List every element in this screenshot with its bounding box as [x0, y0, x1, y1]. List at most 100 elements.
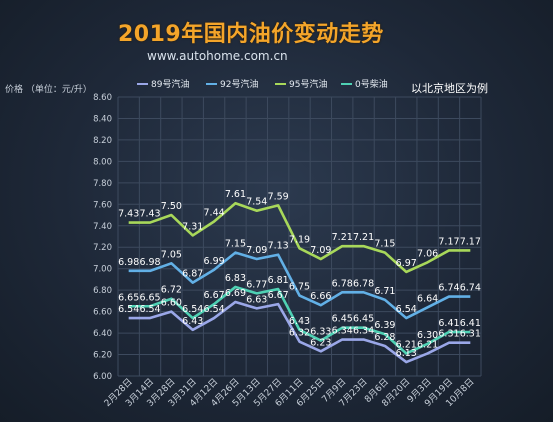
data-label: 6.78: [353, 278, 374, 289]
data-label: 6.33: [310, 327, 331, 338]
chart-subtitle: www.autohome.com.cn: [147, 49, 288, 63]
data-label: 6.13: [396, 348, 417, 359]
data-label: 7.54: [246, 197, 267, 208]
data-label: 7.13: [268, 241, 289, 252]
legend-label: 92号汽油: [220, 78, 258, 90]
data-label: 6.23: [310, 337, 331, 348]
legend: 89号汽油 92号汽油 95号汽油 0号柴油: [137, 78, 388, 90]
data-label: 6.97: [396, 258, 417, 269]
data-label: 6.99: [204, 256, 225, 267]
legend-label: 89号汽油: [151, 78, 189, 90]
data-label: 7.21: [332, 232, 353, 243]
y-tick-label: 8.60: [93, 93, 112, 103]
data-label: 7.15: [374, 239, 395, 250]
y-tick-label: 6.80: [93, 286, 112, 296]
legend-label: 0号柴油: [355, 78, 388, 90]
data-label: 6.34: [353, 326, 374, 337]
data-label: 7.21: [353, 232, 374, 243]
y-tick-label: 6.60: [93, 308, 112, 318]
series-line: [128, 201, 471, 274]
data-label: 6.30: [417, 330, 438, 341]
data-label: 6.64: [417, 293, 438, 304]
data-label: 6.31: [438, 329, 459, 340]
region-note: 以北京地区为例: [411, 82, 488, 95]
data-label: 7.15: [225, 239, 246, 250]
data-label: 6.74: [438, 283, 459, 294]
series-line: [128, 300, 471, 364]
y-tick-label: 7.40: [93, 222, 112, 232]
data-label: 7.61: [225, 189, 246, 200]
data-label: 6.54: [396, 304, 417, 315]
data-label: 7.17: [460, 236, 481, 247]
data-label: 6.83: [225, 273, 246, 284]
data-label: 7.06: [417, 248, 438, 259]
y-tick-label: 6.00: [93, 372, 112, 382]
data-label: 7.05: [161, 249, 182, 260]
y-tick-label: 6.40: [93, 329, 112, 339]
data-label: 6.21: [417, 339, 438, 350]
data-label: 6.77: [246, 279, 267, 290]
data-label: 6.43: [182, 316, 203, 327]
data-label: 7.43: [139, 209, 160, 220]
data-label: 7.09: [310, 245, 331, 256]
data-label: 6.45: [332, 314, 353, 325]
data-label: 6.43: [289, 316, 310, 327]
data-label: 6.54: [139, 304, 160, 315]
data-label: 6.21: [396, 339, 417, 350]
data-label: 6.65: [139, 292, 160, 303]
y-tick-label: 7.20: [93, 243, 112, 253]
data-label: 6.71: [374, 286, 395, 297]
data-label: 6.28: [374, 332, 395, 343]
data-label: 7.09: [246, 245, 267, 256]
series-line: [128, 251, 471, 320]
y-tick-label: 8.20: [93, 136, 112, 146]
y-axis-ticks: 6.00 6.20 6.40 6.60 6.80 7.00 7.20 7.40 7.60 7.80…: [93, 93, 112, 382]
data-label: 7.59: [268, 191, 289, 202]
data-label: 6.31: [460, 329, 481, 340]
data-label: 6.66: [310, 291, 331, 302]
y-tick-label: 8.00: [93, 157, 112, 167]
data-label: 6.32: [289, 328, 310, 339]
data-label: 6.81: [268, 275, 289, 286]
data-label: 6.63: [246, 294, 267, 305]
series-line: [128, 285, 471, 355]
data-label: 7.31: [182, 221, 203, 232]
data-label: 6.78: [332, 278, 353, 289]
data-label: 6.39: [374, 320, 395, 331]
data-label: 7.43: [118, 209, 139, 220]
data-label: 6.67: [268, 290, 289, 301]
data-label: 6.41: [460, 318, 481, 329]
y-axis-label: 价格 （单位：元/升）: [5, 85, 92, 95]
data-label: 6.69: [225, 288, 246, 299]
data-label: 7.44: [204, 207, 225, 218]
chart-title: 2019年国内油价变动走势: [118, 22, 384, 47]
data-label: 6.41: [438, 318, 459, 329]
y-tick-label: 7.80: [93, 179, 112, 189]
data-label: 6.54: [118, 304, 139, 315]
data-label: 6.74: [460, 283, 481, 294]
y-tick-label: 8.40: [93, 114, 112, 124]
series-lines: [128, 201, 471, 364]
data-label: 6.72: [161, 285, 182, 296]
legend-label: 95号汽油: [289, 78, 327, 90]
data-label: 6.60: [161, 298, 182, 309]
data-label: 6.34: [332, 326, 353, 337]
data-label: 7.17: [438, 236, 459, 247]
data-label: 6.98: [118, 257, 139, 268]
y-tick-label: 6.20: [93, 351, 112, 361]
data-label: 6.67: [204, 290, 225, 301]
data-label: 6.45: [353, 314, 374, 325]
x-axis-ticks: 2月28日3月14日3月28日3月31日4月12日4月26日5月13日5月27日…: [102, 376, 476, 409]
data-label: 6.75: [289, 282, 310, 293]
y-tick-label: 7.60: [93, 200, 112, 210]
data-label: 6.87: [182, 269, 203, 280]
data-label: 6.98: [139, 257, 160, 268]
data-label: 7.19: [289, 234, 310, 245]
data-label: 6.54: [182, 304, 203, 315]
data-labels: 6.54 6.546.606.436.546.696.63 6.676.326.23…: [118, 189, 481, 359]
data-label: 6.54: [204, 304, 225, 315]
y-tick-label: 7.00: [93, 265, 112, 275]
data-label: 7.50: [161, 201, 182, 212]
